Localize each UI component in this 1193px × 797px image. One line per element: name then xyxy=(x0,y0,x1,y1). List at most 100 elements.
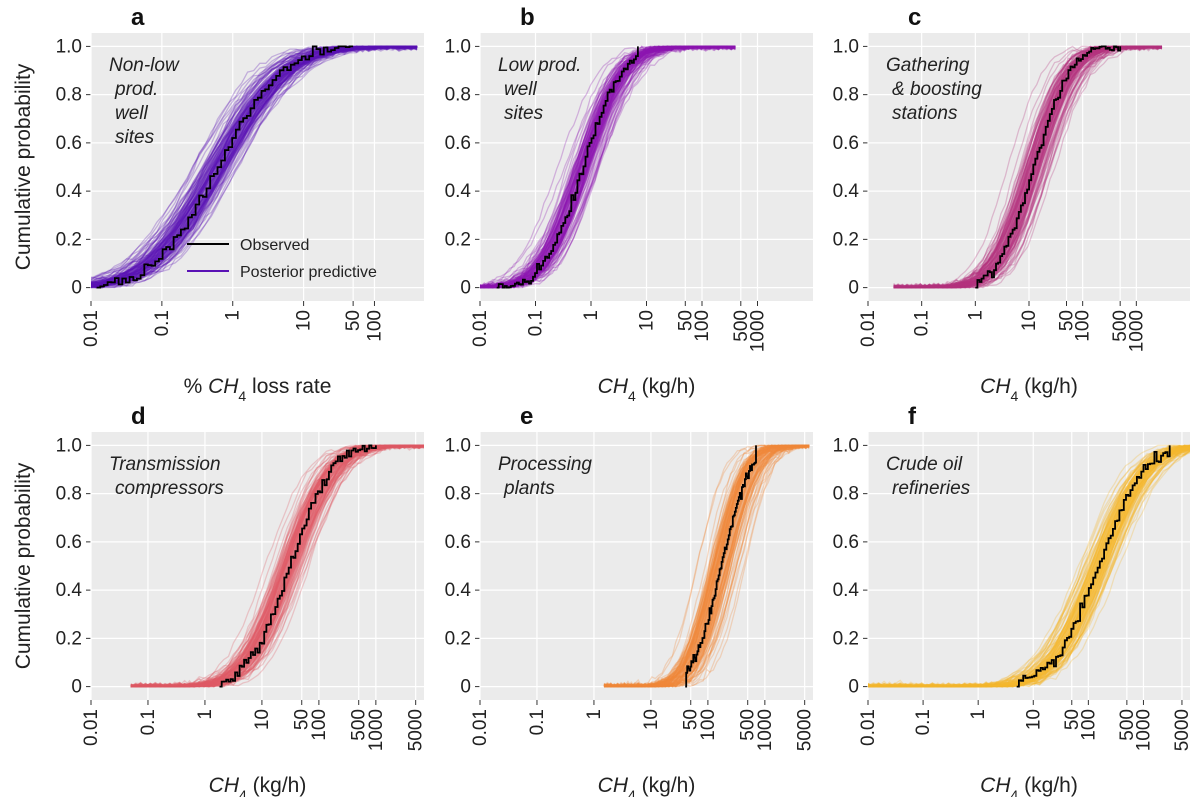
y-tick-label: 0.2 xyxy=(56,628,82,649)
x-tick-label: 50 xyxy=(292,709,313,730)
posterior-predictive-curve xyxy=(91,45,418,279)
posterior-predictive-curve xyxy=(603,444,810,688)
y-tick-label: 0.6 xyxy=(445,532,471,553)
x-tick-label: 1000 xyxy=(1126,310,1147,352)
y-axis-title: Cumulative probability xyxy=(12,63,35,270)
posterior-predictive-curve xyxy=(868,445,1190,688)
x-tick-label: 10 xyxy=(252,709,273,730)
y-tick-label: 1.0 xyxy=(445,435,471,456)
posterior-predictive-curve xyxy=(480,45,736,289)
y-tick-label: 1.0 xyxy=(833,435,859,456)
x-axis-title: % CH4 loss rate xyxy=(184,375,332,404)
panel-description-line: & boosting xyxy=(892,79,982,100)
x-axis-title-symbol: CH xyxy=(980,375,1011,398)
posterior-predictive-band xyxy=(893,46,1162,288)
y-tick-label: 0.8 xyxy=(833,85,859,106)
posterior-predictive-curve xyxy=(130,444,424,688)
panel-letter: c xyxy=(908,4,921,31)
panel-description-line: Low prod. xyxy=(498,55,581,76)
posterior-predictive-curve xyxy=(130,444,424,688)
posterior-predictive-curve xyxy=(868,448,1190,688)
x-tick-label: 100 xyxy=(692,310,713,342)
x-axis-title-suffix: loss rate xyxy=(246,375,331,398)
panel-description-line: well xyxy=(504,79,538,100)
posterior-predictive-curve xyxy=(603,444,810,688)
x-tick-label: 500 xyxy=(731,310,752,342)
y-tick-label: 0.6 xyxy=(833,532,859,553)
x-tick-label: 0.1 xyxy=(138,709,159,735)
posterior-predictive-curve xyxy=(868,447,1190,688)
x-tick-label: 50 xyxy=(1062,709,1083,730)
x-tick-label: 0.01 xyxy=(858,310,879,347)
panel-description-line: Transmission xyxy=(109,454,221,475)
posterior-predictive-curve xyxy=(604,444,810,688)
x-tick-label: 100 xyxy=(1073,310,1094,342)
panel-letter: e xyxy=(520,403,533,430)
posterior-predictive-curve xyxy=(868,446,1190,688)
x-tick-label: 1 xyxy=(968,709,989,720)
observed-curve xyxy=(496,46,639,289)
y-tick-label: 0.8 xyxy=(445,85,471,106)
posterior-predictive-curve xyxy=(868,449,1190,688)
x-axis-title-suffix: (kg/h) xyxy=(636,375,696,398)
x-axis-title: CH4 (kg/h) xyxy=(598,375,696,404)
x-tick-label: 1 xyxy=(581,310,602,321)
x-tick-label: 1000 xyxy=(755,709,776,751)
posterior-predictive-ensemble xyxy=(130,444,424,688)
x-tick-label: 100 xyxy=(698,709,719,741)
y-axis-title: Cumulative probability xyxy=(12,462,35,669)
x-axis-title-symbol: CH xyxy=(208,375,239,398)
posterior-predictive-curve xyxy=(868,447,1190,688)
x-tick-label: 50 xyxy=(343,310,364,331)
x-tick-label: 0.1 xyxy=(526,310,547,336)
y-tick-label: 0.8 xyxy=(833,484,859,505)
x-axis-title-prefix: % xyxy=(184,375,209,398)
posterior-predictive-curve xyxy=(91,45,418,285)
posterior-predictive-curve xyxy=(130,444,424,688)
x-tick-label: 0.01 xyxy=(470,310,491,347)
posterior-predictive-curve xyxy=(480,45,736,289)
x-tick-label: 50 xyxy=(675,310,696,331)
posterior-predictive-curve xyxy=(868,450,1190,688)
x-axis-title-subscript: 4 xyxy=(239,787,247,797)
posterior-predictive-curve xyxy=(868,444,1190,688)
posterior-predictive-ensemble xyxy=(893,45,1163,289)
x-axis-title-subscript: 4 xyxy=(628,388,636,404)
panel-description-line: Processing xyxy=(498,454,592,475)
panel-letter: f xyxy=(908,403,917,430)
posterior-predictive-curve xyxy=(868,444,1190,688)
x-axis-title-subscript: 4 xyxy=(238,388,246,404)
x-axis-title-subscript: 4 xyxy=(1011,388,1019,404)
panel-description-line: compressors xyxy=(115,478,224,499)
posterior-predictive-curve xyxy=(868,444,1190,688)
observed-curve xyxy=(1016,445,1171,688)
posterior-predictive-curve xyxy=(91,45,418,286)
posterior-predictive-curve xyxy=(893,46,1162,289)
panel-a: 0 0.2 0.4 0.6 0.8 1.0 0.01 0.1 1 10 50 100 a Non-low p… xyxy=(56,4,424,404)
y-tick-label: 0 xyxy=(848,278,859,299)
x-tick-label: 500 xyxy=(1117,709,1138,741)
x-axis-title-symbol: CH xyxy=(209,774,240,797)
legend-label-observed: Observed xyxy=(240,237,309,254)
observed-curve xyxy=(685,445,757,688)
y-tick-label: 0.6 xyxy=(56,532,82,553)
y-tick-label: 0.2 xyxy=(833,229,859,250)
observed-curve xyxy=(219,444,377,688)
posterior-predictive-curve xyxy=(130,444,424,688)
posterior-predictive-ensemble xyxy=(868,444,1190,688)
posterior-predictive-curve xyxy=(893,45,1163,289)
y-tick-label: 0.2 xyxy=(445,628,471,649)
posterior-predictive-curve xyxy=(868,448,1190,688)
y-tick-label: 0.4 xyxy=(445,181,472,202)
x-tick-label: 500 xyxy=(1110,310,1131,342)
y-tick-label: 0 xyxy=(460,677,471,698)
x-tick-label: 10 xyxy=(637,310,658,331)
posterior-predictive-curve xyxy=(603,444,810,688)
y-tick-label: 0.4 xyxy=(56,580,83,601)
y-tick-label: 0.2 xyxy=(56,229,82,250)
posterior-predictive-band xyxy=(91,46,418,287)
